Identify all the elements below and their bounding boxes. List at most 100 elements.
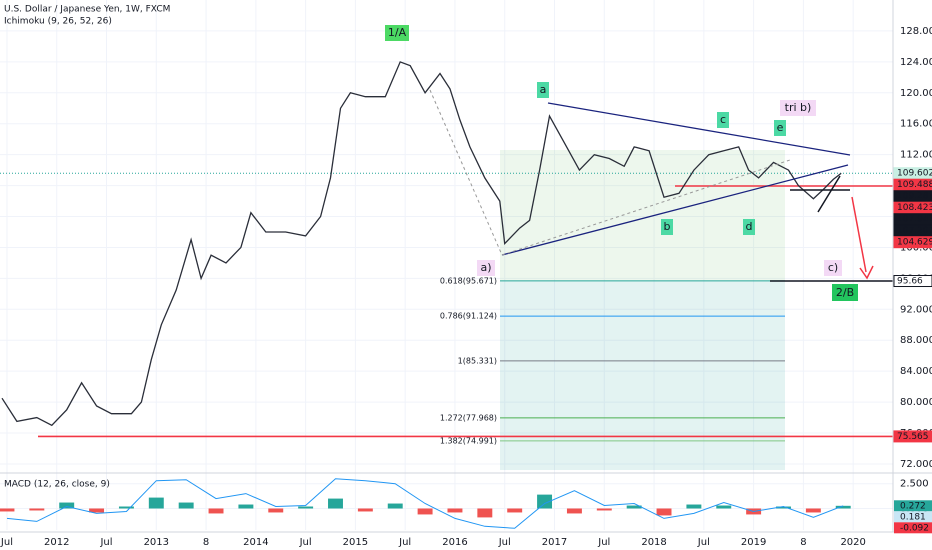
macd-histogram-bar — [596, 508, 612, 511]
x-tick-label: 2018 — [641, 537, 666, 548]
x-tick-label: Jul — [299, 537, 312, 548]
price-tag-label: 109.28 — [897, 192, 929, 202]
fib-label: 1.382(74.991) — [440, 436, 497, 445]
y-tick-label: 124.000 — [900, 57, 932, 68]
macd-histogram-bar — [238, 504, 254, 509]
indicator-label: Ichimoku (9, 26, 52, 26) — [4, 17, 112, 27]
macd-histogram-bar — [776, 506, 791, 509]
macd-histogram-bar — [29, 508, 45, 511]
y-tick-label: 128.000 — [900, 26, 932, 37]
macd-histogram-bar — [89, 508, 105, 513]
y-tick-label: 80.000 — [900, 397, 932, 408]
x-tick-label: Jul — [697, 537, 710, 548]
price-tag-label: 104.629 — [897, 238, 932, 248]
label-box — [780, 100, 816, 116]
macd-histogram-bar — [0, 508, 15, 512]
price-tag-label: 109.488 — [897, 180, 932, 190]
x-tick-label: 2016 — [442, 537, 467, 548]
label-box — [385, 25, 409, 41]
fib-zone — [500, 281, 785, 470]
macd-histogram-bar — [148, 497, 164, 509]
macd-histogram-bar — [626, 505, 642, 509]
price-tag — [893, 275, 932, 288]
macd-histogram-bar — [208, 508, 224, 514]
macd-histogram-bar — [656, 508, 672, 516]
macd-histogram-bar — [328, 498, 343, 509]
x-tick-label: Jul — [597, 537, 610, 548]
price-tag-label: 75.565 — [897, 432, 929, 442]
fib-label: 0.618(95.671) — [440, 276, 497, 285]
trend-line — [501, 164, 849, 256]
label-box — [717, 112, 729, 128]
annotation: 2/B — [836, 286, 854, 299]
macd-histogram-bar — [537, 494, 553, 509]
y-tick-label: 112.000 — [900, 150, 932, 161]
label-box — [824, 260, 842, 276]
arrow — [851, 196, 867, 273]
chart-title: U.S. Dollar / Japanese Yen, 1W, FXCM — [4, 5, 170, 15]
macd-histogram-bar — [716, 505, 732, 509]
macd-tag-label: -0.092 — [900, 523, 929, 533]
macd-histogram-bar — [835, 505, 851, 509]
annotation: tri b) — [785, 101, 812, 114]
macd-histogram-bar — [118, 506, 134, 509]
axes: 72.00076.00080.00084.00088.00092.00096.0… — [0, 26, 932, 548]
annotation: c — [720, 113, 726, 126]
macd-histogram-bar — [805, 508, 821, 513]
x-tick-label: 2012 — [44, 537, 69, 548]
fib-label: 1.272(77.968) — [440, 413, 497, 422]
grid — [0, 0, 893, 530]
y-tick-label: 120.000 — [900, 88, 932, 99]
macd-pane — [0, 478, 851, 529]
macd-tag — [894, 522, 932, 534]
price-tag-label: 107.207 — [897, 226, 932, 236]
label-box — [832, 284, 858, 301]
x-tick-label: 2020 — [840, 537, 865, 548]
arrow-head — [859, 265, 874, 280]
x-tick-label: 2015 — [343, 537, 368, 548]
macd-tag — [894, 511, 932, 523]
annotation: b — [664, 220, 671, 233]
fib-line — [429, 89, 503, 256]
y-tick-label: 2.500 — [900, 479, 929, 490]
macd-tag-label: 0.272 — [900, 501, 926, 511]
macd-histogram-bar — [268, 508, 284, 513]
annotations: 1/A a) a b c d e tri b) c) 2/B — [385, 25, 858, 301]
label-box — [774, 120, 786, 136]
x-tick-label: Jul — [99, 537, 112, 548]
macd-line — [6, 478, 844, 529]
annotation: a — [540, 83, 547, 96]
macd-histogram-bar — [417, 508, 433, 515]
macd-histogram-bar — [686, 504, 702, 509]
x-tick-label: Jul — [0, 537, 13, 548]
macd-histogram-bar — [447, 508, 463, 513]
trend-line — [547, 102, 851, 156]
annotation: a) — [480, 261, 491, 274]
y-tick-label: 116.000 — [900, 119, 932, 130]
price-tag-label: 109.602 — [897, 169, 932, 179]
x-tick-label: 2019 — [741, 537, 766, 548]
price-tag — [893, 430, 932, 443]
annotation: d — [746, 220, 753, 233]
price-tag-label: 107.947 — [897, 215, 932, 225]
fib-label: 0.786(91.124) — [440, 312, 497, 321]
price-tag-label: 95.66 — [897, 277, 923, 287]
price-tag — [893, 236, 932, 249]
macd-tag-label: 0.181 — [900, 512, 926, 522]
macd-histogram-bar — [298, 506, 314, 509]
plot: 0.618(95.671) 0.786(91.124) 1(85.331) 1.272… — [0, 61, 893, 445]
fib-line — [501, 159, 791, 256]
price-tag-label: 108.423 — [897, 203, 932, 213]
fib-zone — [500, 150, 785, 281]
annotation: e — [777, 121, 784, 134]
x-tick-label: 8 — [800, 537, 806, 548]
macd-histogram-bar — [566, 508, 582, 514]
macd-histogram-bar — [357, 508, 373, 512]
macd-histogram-bar — [178, 502, 194, 509]
macd-tag — [894, 500, 932, 512]
y-tick-label: 84.000 — [900, 366, 932, 377]
macd-histogram-bar — [507, 508, 523, 513]
x-tick-label: 8 — [203, 537, 209, 548]
